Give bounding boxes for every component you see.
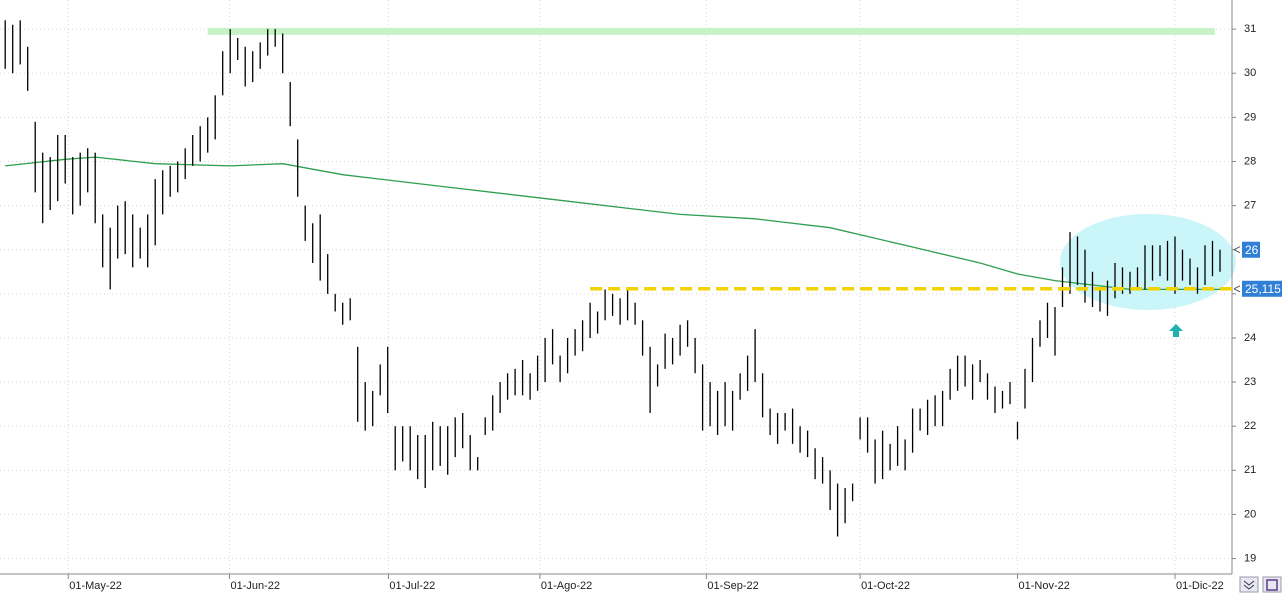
y-tick-label: 29 [1244,111,1256,123]
y-tick-label: 21 [1244,464,1256,476]
x-tick-label: 01-Nov-22 [1019,580,1070,592]
moving-average [5,156,1232,291]
price-pointer [1233,246,1241,254]
save-icon [1266,579,1278,591]
y-tick-label: 24 [1244,332,1256,344]
y-tick-label: 23 [1244,376,1256,388]
price-tag-label: 26 [1245,243,1259,257]
x-tick-label: 01-Ago-22 [541,580,592,592]
y-tick-label: 30 [1244,67,1256,79]
scroll-icon [1243,580,1255,590]
y-tick-label: 31 [1244,23,1256,35]
x-tick-label: 01-Jul-22 [389,580,435,592]
x-tick-label: 01-Dic-22 [1176,580,1224,592]
price-pointer [1233,285,1241,293]
x-tick-label: 01-Jun-22 [230,580,280,592]
price-tag-label: 25,115 [1245,282,1281,296]
price-tag [1242,241,1260,258]
up-arrow [1169,324,1183,337]
y-tick-label: 20 [1244,508,1256,520]
y-tick-label: 28 [1244,155,1256,167]
x-tick-label: 01-Oct-22 [861,580,910,592]
y-tick-label: 27 [1244,200,1256,212]
y-tick-label: 19 [1244,552,1256,564]
x-tick-label: 01-May-22 [69,580,122,592]
x-tick-label: 01-Sep-22 [707,580,758,592]
highlight-ellipse [1060,214,1236,310]
y-tick-label: 22 [1244,420,1256,432]
price-tag [1242,280,1282,297]
